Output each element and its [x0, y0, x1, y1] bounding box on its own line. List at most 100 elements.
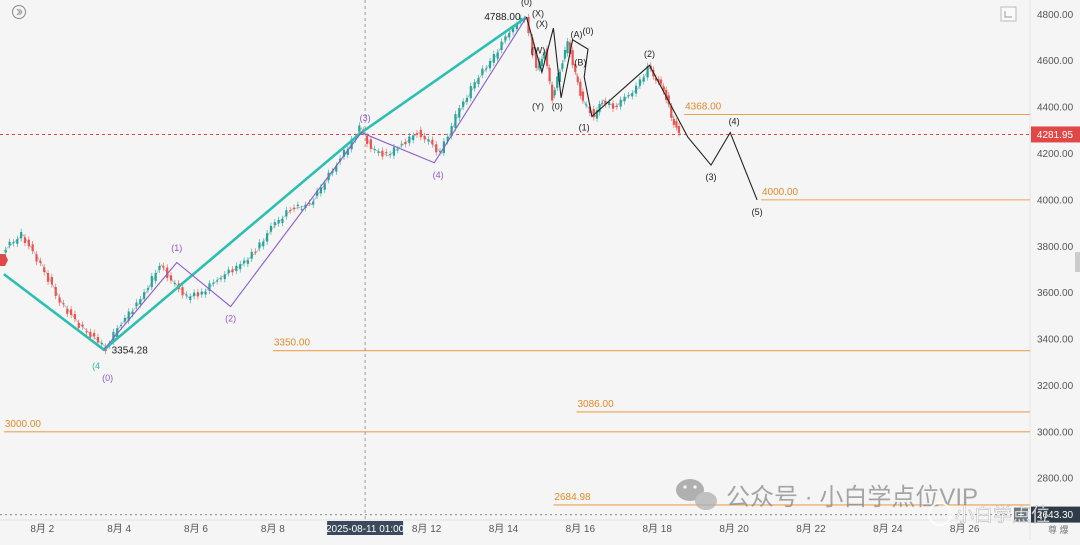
right-scroll-handle[interactable]: [1075, 252, 1080, 272]
candle-body: [196, 292, 200, 297]
expand-icon[interactable]: [1000, 6, 1017, 22]
candle-body: [219, 278, 223, 280]
wave-path-1[interactable]: [525, 16, 758, 201]
candle-body: [216, 280, 219, 282]
add-button[interactable]: [1014, 507, 1028, 522]
candle-body: [585, 104, 588, 106]
candle-body: [558, 71, 561, 82]
wave-label-4: (3): [360, 113, 371, 123]
wave-label-18: (3): [706, 172, 717, 182]
candle-body: [12, 242, 15, 244]
x-tick-label-6: 8月 14: [489, 523, 519, 535]
candle-body: [623, 96, 626, 102]
candle-body: [515, 24, 519, 30]
candle-body: [553, 90, 556, 96]
candle-body: [262, 241, 265, 247]
candle-body: [481, 68, 484, 75]
candle-body: [277, 219, 280, 224]
candle-body: [634, 85, 638, 94]
candle-body: [292, 207, 296, 210]
candle-body: [231, 269, 234, 273]
candle-body: [162, 265, 165, 268]
candle-body: [16, 239, 19, 244]
candle-body: [312, 201, 315, 205]
annotation-label-1: 3354.28: [112, 346, 149, 357]
candle-body: [81, 324, 84, 327]
candle-body: [77, 322, 80, 328]
stamp-icon: [928, 502, 952, 526]
wave-path-0[interactable]: [103, 16, 527, 351]
candle-body: [571, 50, 574, 66]
lowest-price-tag[interactable]: [1031, 506, 1080, 523]
wave-label-0: (0): [102, 373, 113, 383]
trendline-0[interactable]: [3, 16, 528, 352]
candle-body: [273, 222, 276, 226]
wave-label-2: (1): [171, 243, 182, 253]
candle-body: [667, 95, 670, 105]
wave-label-13: (Y): [532, 101, 544, 111]
wave-label-11: (0): [583, 26, 594, 36]
y-tick-label-4: 3600.00: [1037, 288, 1074, 299]
candle-body: [166, 267, 169, 279]
candle-body: [574, 63, 577, 72]
candle-body: [408, 136, 411, 144]
nav-forward-button[interactable]: [12, 5, 26, 19]
candle-body: [642, 77, 645, 82]
x-tick-label-0: 8月 2: [30, 523, 54, 535]
candle-body: [373, 148, 376, 150]
candle-body: [54, 286, 57, 296]
watermark-text: 公众号 · 小白学点位VIP: [726, 484, 978, 511]
candle-body: [323, 183, 326, 190]
y-tick-label-5: 3800.00: [1037, 242, 1074, 253]
candle-body: [43, 267, 46, 273]
left-scroll-marker[interactable]: [0, 254, 8, 266]
candle-body: [598, 103, 601, 113]
candle-body: [535, 51, 538, 68]
candle-body: [331, 171, 334, 174]
candle-body: [246, 260, 249, 264]
candle-body: [543, 52, 546, 59]
candle-body: [579, 81, 582, 96]
candle-body: [254, 251, 257, 253]
candle-body: [358, 125, 361, 132]
candle-body: [672, 118, 675, 125]
candle-body: [654, 77, 658, 81]
candle-body: [66, 308, 69, 314]
candle-body: [212, 282, 215, 284]
lowest-price-label: 2643.30: [1037, 510, 1074, 521]
candle-body: [93, 332, 96, 337]
candle-body: [242, 260, 246, 264]
candle-body: [631, 93, 634, 97]
x-tick-label-12: 8月 26: [950, 523, 980, 535]
candle-body: [659, 79, 663, 84]
current-price-label: 4281.95: [1037, 130, 1074, 141]
candle-body: [200, 291, 203, 295]
candle-body: [400, 143, 403, 145]
x-tick-label-9: 8月 20: [719, 523, 749, 535]
candle-body: [289, 210, 292, 212]
corner-text: 尊 爆: [1048, 524, 1069, 535]
candle-body: [135, 302, 138, 307]
wave-label-7: (X): [532, 9, 544, 19]
candle-body: [62, 303, 65, 305]
candle-body: [392, 147, 396, 156]
candle-body: [665, 90, 668, 101]
candle-body: [123, 318, 127, 322]
candle-body: [266, 233, 269, 242]
candle-body: [235, 265, 238, 272]
wave-label-16: (2): [644, 49, 655, 59]
wave-label-8: (X): [536, 19, 548, 29]
candle-body: [46, 273, 50, 282]
candle-body: [127, 311, 130, 321]
wave-label-17: (4): [729, 116, 740, 126]
current-price-tag[interactable]: [1031, 126, 1080, 143]
candle-body: [508, 32, 511, 38]
crosshair-date-tag: [327, 521, 404, 535]
x-tick-label-2: 8月 6: [184, 523, 208, 535]
candle-body: [601, 102, 604, 104]
level-label-0: 4368.00: [685, 101, 722, 112]
candle-body: [469, 86, 472, 99]
candle-body: [450, 125, 453, 137]
